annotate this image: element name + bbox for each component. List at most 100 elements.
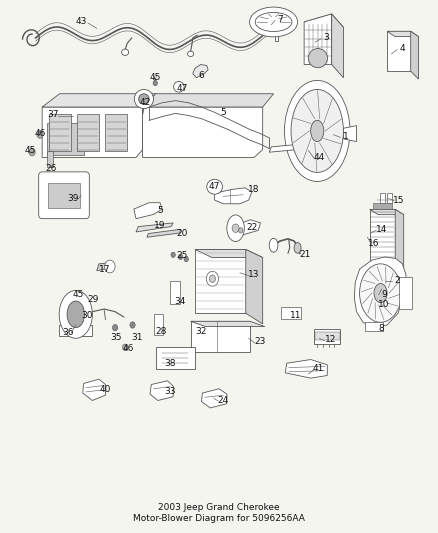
Ellipse shape	[227, 215, 244, 241]
Ellipse shape	[255, 12, 292, 31]
Text: 7: 7	[277, 15, 283, 24]
Polygon shape	[370, 209, 404, 215]
Ellipse shape	[122, 49, 129, 55]
Text: 2: 2	[394, 276, 400, 285]
Text: 29: 29	[88, 295, 99, 304]
Text: 43: 43	[76, 18, 87, 27]
Bar	[314, 329, 340, 344]
Text: 11: 11	[290, 311, 301, 320]
Text: 47: 47	[176, 84, 187, 93]
Polygon shape	[387, 31, 419, 37]
Text: 5: 5	[220, 108, 226, 117]
Text: 38: 38	[164, 359, 176, 368]
Text: 13: 13	[248, 270, 260, 279]
Ellipse shape	[67, 301, 85, 328]
Text: 20: 20	[176, 229, 187, 238]
Circle shape	[232, 224, 239, 232]
Polygon shape	[191, 321, 250, 352]
Bar	[399, 277, 412, 309]
Polygon shape	[42, 94, 155, 107]
FancyBboxPatch shape	[39, 172, 89, 219]
Text: 37: 37	[47, 110, 59, 119]
Bar	[380, 193, 385, 203]
Polygon shape	[354, 257, 407, 328]
Polygon shape	[59, 325, 92, 336]
Polygon shape	[195, 249, 246, 313]
Text: 46: 46	[123, 344, 134, 353]
Polygon shape	[195, 249, 263, 257]
Text: 32: 32	[195, 327, 206, 336]
Text: 45: 45	[73, 290, 84, 299]
Text: 16: 16	[368, 239, 380, 248]
Bar	[46, 151, 53, 166]
Polygon shape	[215, 188, 252, 204]
Text: 6: 6	[199, 70, 205, 79]
Ellipse shape	[294, 243, 301, 253]
Circle shape	[153, 80, 157, 86]
Text: 15: 15	[393, 196, 405, 205]
Text: 9: 9	[381, 290, 387, 299]
Polygon shape	[150, 381, 173, 400]
Text: 46: 46	[34, 129, 46, 138]
Ellipse shape	[374, 284, 387, 303]
Ellipse shape	[187, 51, 194, 56]
Polygon shape	[83, 379, 106, 400]
Polygon shape	[42, 107, 143, 158]
Polygon shape	[246, 249, 263, 324]
Bar	[365, 322, 383, 332]
Polygon shape	[97, 262, 113, 271]
Ellipse shape	[139, 94, 149, 104]
Text: 10: 10	[378, 300, 390, 309]
Circle shape	[37, 131, 43, 139]
Bar	[373, 203, 392, 209]
Circle shape	[171, 252, 175, 257]
Text: 25: 25	[176, 252, 187, 260]
Text: 39: 39	[67, 194, 78, 203]
Circle shape	[209, 275, 215, 282]
Text: 36: 36	[63, 328, 74, 337]
Text: 3: 3	[323, 34, 329, 43]
Circle shape	[123, 344, 128, 351]
Text: 40: 40	[100, 385, 111, 394]
Text: 45: 45	[150, 73, 161, 82]
Text: 17: 17	[99, 265, 110, 273]
Ellipse shape	[134, 90, 153, 109]
Polygon shape	[411, 31, 419, 79]
Polygon shape	[143, 94, 274, 107]
Ellipse shape	[207, 179, 223, 194]
Circle shape	[130, 322, 135, 328]
Text: 33: 33	[164, 387, 176, 396]
Text: 21: 21	[300, 251, 311, 260]
Text: 24: 24	[218, 396, 229, 405]
Circle shape	[29, 149, 35, 156]
Polygon shape	[136, 223, 173, 232]
Text: 28: 28	[155, 327, 167, 336]
Text: 4: 4	[399, 44, 405, 53]
Circle shape	[105, 260, 115, 273]
Polygon shape	[193, 64, 208, 78]
Ellipse shape	[360, 264, 402, 322]
Text: 26: 26	[45, 164, 57, 173]
Polygon shape	[304, 14, 343, 35]
Polygon shape	[286, 360, 327, 378]
Polygon shape	[143, 107, 263, 158]
Bar	[170, 281, 180, 304]
Polygon shape	[304, 14, 332, 64]
Ellipse shape	[59, 290, 92, 338]
Text: 5: 5	[157, 206, 163, 215]
Bar	[387, 193, 392, 203]
Polygon shape	[201, 389, 227, 408]
Text: 42: 42	[139, 98, 150, 107]
Ellipse shape	[269, 238, 278, 252]
Text: 34: 34	[174, 296, 185, 305]
Polygon shape	[387, 31, 411, 71]
Ellipse shape	[285, 80, 350, 181]
Text: 23: 23	[255, 337, 266, 346]
Text: 31: 31	[131, 333, 143, 342]
Text: 18: 18	[248, 185, 260, 194]
Polygon shape	[275, 35, 278, 41]
Bar	[46, 123, 84, 155]
Polygon shape	[395, 209, 404, 268]
Bar	[315, 333, 339, 340]
Bar	[282, 307, 301, 319]
